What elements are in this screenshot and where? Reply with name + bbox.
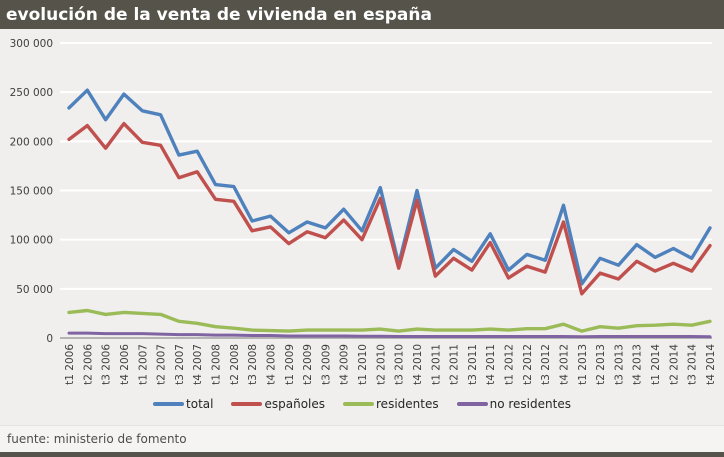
x-tick-label: t3 2011 — [467, 344, 479, 385]
x-tick-label: t3 2010 — [394, 344, 406, 385]
footer-bar: fuente: ministerio de fomento — [0, 425, 724, 452]
x-tick-label: t4 2009 — [339, 344, 351, 385]
title-bar: evolución de la venta de vivienda en esp… — [0, 0, 724, 29]
x-tick-label: t4 2007 — [192, 344, 204, 385]
source-note: fuente: ministerio de fomento — [7, 432, 187, 446]
y-tick-label: 100 000 — [10, 235, 53, 247]
x-tick-label: t2 2009 — [302, 344, 314, 385]
x-tick-label: t2 2010 — [375, 344, 387, 385]
legend-item-no-residentes: no residentes — [456, 397, 571, 411]
y-tick-label: 150 000 — [10, 186, 53, 198]
x-tick-label: t4 2006 — [119, 344, 131, 385]
x-tick-label: t2 2008 — [229, 344, 241, 385]
x-tick-label: t3 2013 — [613, 344, 625, 385]
x-tick-label: t1 2008 — [211, 344, 223, 385]
total-line-swatch-icon — [153, 402, 185, 406]
chart-area: 0 50 000 100 000 150 000 200 000 250 000 300 0… — [0, 29, 724, 425]
legend-label-no-residentes: no residentes — [489, 397, 571, 411]
x-tick-label: t3 2007 — [174, 344, 186, 385]
x-tick-label: t1 2010 — [357, 344, 369, 385]
series-residentes-line — [67, 308, 712, 333]
x-tick-label: t3 2012 — [540, 344, 552, 385]
x-tick-label: t4 2014 — [705, 344, 717, 385]
legend-item-espanoles: españoles — [231, 397, 325, 411]
x-tick-label: t2 2014 — [668, 344, 680, 385]
x-tick-label: t1 2013 — [577, 344, 589, 385]
x-tick-label: t2 2007 — [156, 344, 168, 385]
x-tick-label: t2 2006 — [82, 344, 94, 385]
x-tick-label: t1 2011 — [430, 344, 442, 385]
x-tick-label: t3 2006 — [101, 344, 113, 385]
legend-label-espanoles: españoles — [264, 397, 326, 411]
page-title: evolución de la venta de vivienda en esp… — [6, 4, 432, 25]
y-tick-label: 300 000 — [10, 38, 53, 50]
series-no_residentes-line — [67, 331, 712, 339]
espanoles-line-swatch-icon — [231, 402, 263, 406]
chart-legend: total españoles residentes no residentes — [0, 395, 724, 425]
x-tick-label: t2 2011 — [449, 344, 461, 385]
y-tick-label: 50 000 — [16, 284, 53, 296]
x-tick-label: t1 2007 — [137, 344, 149, 385]
line-chart: 0 50 000 100 000 150 000 200 000 250 000 300 0… — [10, 38, 717, 385]
x-tick-label: t4 2013 — [632, 344, 644, 385]
x-tick-label: t3 2009 — [320, 344, 332, 385]
x-tick-label: t1 2014 — [650, 344, 662, 385]
legend-label-total: total — [186, 397, 214, 411]
x-tick-label: t4 2008 — [265, 344, 277, 385]
series-total-line — [67, 88, 712, 286]
y-tick-label: 200 000 — [10, 136, 53, 148]
legend-item-residentes: residentes — [343, 397, 439, 411]
x-tick-label: t1 2006 — [64, 344, 76, 385]
x-tick-label: t2 2012 — [522, 344, 534, 385]
x-tick-label: t3 2014 — [687, 344, 699, 385]
residentes-line-swatch-icon — [343, 402, 375, 406]
legend-item-total: total — [153, 397, 213, 411]
bottom-accent-bar — [0, 452, 724, 457]
x-tick-label: t3 2008 — [247, 344, 259, 385]
series-espanoles-line — [67, 121, 712, 296]
x-tick-label: t4 2012 — [558, 344, 570, 385]
y-tick-label: 250 000 — [10, 87, 53, 99]
no-residentes-line-swatch-icon — [456, 402, 488, 406]
x-tick-label: t4 2010 — [412, 344, 424, 385]
x-tick-label: t1 2009 — [284, 344, 296, 385]
x-tick-label: t4 2011 — [485, 344, 497, 385]
x-tick-label: t1 2012 — [504, 344, 516, 385]
y-tick-label: 0 — [46, 333, 53, 345]
legend-label-residentes: residentes — [376, 397, 439, 411]
x-tick-label: t2 2013 — [595, 344, 607, 385]
